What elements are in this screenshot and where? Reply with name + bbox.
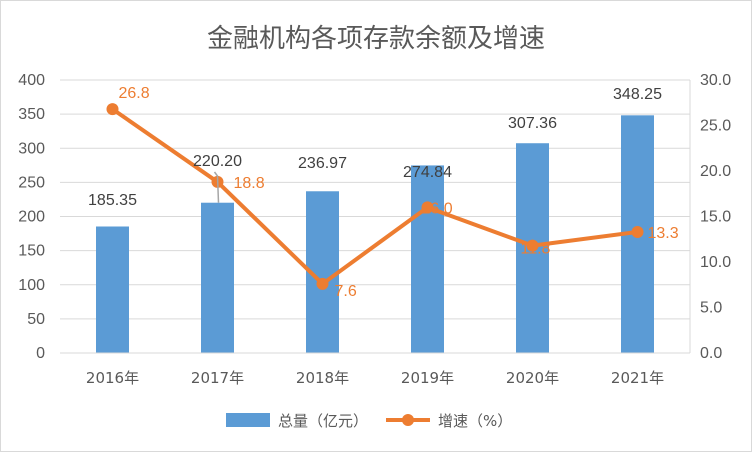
line-point: [526, 239, 539, 252]
line-value-label: 18.8: [234, 175, 265, 192]
line-value-label: 11.8: [521, 241, 551, 258]
bar-value-label: 274.84: [403, 164, 452, 181]
line-point: [631, 225, 644, 238]
x-tick-label: 2017年: [191, 369, 244, 387]
bar: [201, 202, 234, 353]
data-labels: 185.35 220.20 236.97 274.84 307.36 348.25 26.8…: [88, 85, 679, 300]
bar-value-label: 307.36: [508, 115, 557, 132]
bar-value-label: 348.25: [613, 86, 662, 103]
line-value-label: 7.6: [335, 283, 357, 300]
line-value-label: 16.0: [422, 200, 453, 217]
x-tick-label: 2018年: [296, 369, 349, 387]
y-right-tick-label: 25.0: [700, 118, 731, 135]
line-point: [421, 201, 434, 214]
bar: [96, 226, 129, 353]
line-point: [106, 103, 119, 116]
gridlines: [60, 79, 690, 320]
y-right-tick-label: 20.0: [700, 163, 731, 180]
y-left-tick-label: 250: [18, 174, 45, 191]
bar-value-label: 185.35: [88, 192, 137, 209]
y-left-tick-label: 0: [36, 345, 45, 362]
legend-label-bar: 总量（亿元）: [278, 412, 368, 430]
x-tick-label: 2021年: [611, 369, 664, 387]
bar-value-label: 220.20: [193, 153, 242, 170]
legend: 总量（亿元） 增速（%）: [226, 412, 512, 430]
legend-label-line: 增速（%）: [438, 412, 512, 430]
y-right-tick-label: 15.0: [700, 209, 731, 226]
line-value-label: 26.8: [119, 85, 150, 102]
x-tick-label: 2019年: [401, 369, 454, 387]
y-left-tick-label: 150: [18, 243, 45, 260]
y-right-tick-label: 10.0: [700, 254, 731, 271]
y-left-tick-label: 300: [18, 140, 45, 157]
legend-swatch-bar: [226, 413, 270, 427]
legend-swatch-marker: [402, 414, 414, 426]
x-tick-label: 2016年: [86, 369, 139, 387]
y-left-tick-label: 200: [18, 209, 45, 226]
y-right-tick-label: 30.0: [700, 72, 731, 89]
y-left-tick-label: 50: [27, 311, 45, 328]
axes: 0 50 100 150 200 250 300 350 400 0.0 5.0 10.0 15.0 20…: [18, 72, 731, 387]
growth-line: [111, 107, 638, 286]
y-left-tick-label: 100: [18, 277, 45, 294]
line-value-label: 13.3: [648, 225, 679, 242]
x-tick-label: 2020年: [506, 369, 559, 387]
y-right-tick-label: 5.0: [700, 300, 722, 317]
y-right-tick-label: 0.0: [700, 345, 722, 362]
label-leader-line: [213, 171, 220, 203]
line-point: [316, 277, 329, 290]
chart-title: 金融机构各项存款余额及增速: [207, 24, 545, 54]
bar: [411, 165, 444, 353]
bar-value-label: 236.97: [298, 155, 347, 172]
line-series: [106, 103, 644, 290]
y-left-tick-label: 350: [18, 106, 45, 123]
y-left-tick-label: 400: [18, 72, 45, 89]
